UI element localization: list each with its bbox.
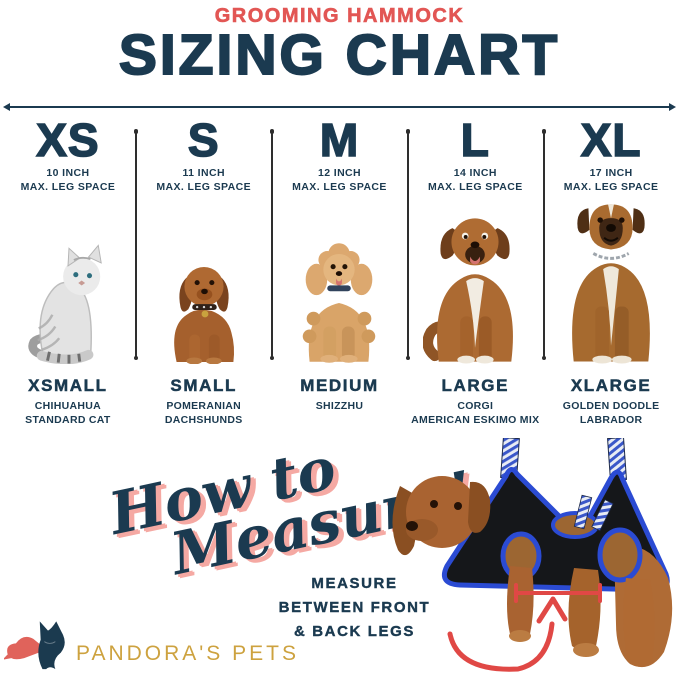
breed: CORGI — [457, 400, 494, 412]
size-column-xl: XL 17 INCH MAX. LEG SPACE — [543, 113, 679, 429]
measure-instruction-line: & BACK LEGS — [294, 623, 415, 640]
breed: DACHSHUNDS — [164, 414, 243, 426]
cat-illustration — [0, 194, 136, 368]
size-code: S — [187, 113, 220, 167]
size-column-s: S 11 INCH MAX. LEG SPACE — [136, 113, 272, 429]
size-name: XLARGE — [570, 376, 652, 396]
measurement-arrow-icon — [447, 596, 568, 672]
size-code: L — [460, 113, 490, 167]
size-code: XS — [35, 113, 100, 167]
logo-text: PANDORA'S PETS — [76, 641, 299, 665]
size-name: XSMALL — [28, 376, 108, 396]
size-name: LARGE — [441, 376, 510, 396]
breed-list: GOLDEN DOODLE LABRADOR — [563, 399, 660, 429]
breed-list: SHIZZHU — [316, 399, 364, 429]
size-column-xs: XS 10 INCH MAX. LEG SPACE — [0, 113, 136, 429]
page-title: SIZING CHART — [118, 22, 561, 88]
breed-list: CHIHUAHUA STANDARD CAT — [25, 399, 110, 429]
measure-instruction-line: BETWEEN FRONT — [278, 599, 431, 616]
size-column-l: L 14 INCH MAX. LEG SPACE — [407, 113, 543, 429]
measure-instruction: MEASURE BETWEEN FRONT & BACK LEGS — [262, 572, 447, 644]
size-code: M — [319, 113, 360, 167]
size-max-label: MAX. LEG SPACE — [156, 181, 252, 193]
measure-instruction-line: MEASURE — [311, 575, 398, 592]
pandoras-pets-logo: PANDORA'S PETS — [4, 614, 299, 671]
boxer-illustration — [543, 194, 679, 368]
column-divider — [133, 129, 138, 360]
breed: SHIZZHU — [315, 400, 364, 412]
size-max-label: MAX. LEG SPACE — [292, 181, 387, 193]
size-inches: 12 INCH — [317, 167, 362, 179]
size-max-label: MAX. LEG SPACE — [20, 181, 116, 193]
size-code: XL — [580, 113, 642, 167]
breed-list: POMERANIAN DACHSHUNDS — [165, 399, 243, 429]
size-inches: 10 INCH — [46, 167, 90, 179]
size-column-m: M 12 INCH MAX. LEG SPACE — [272, 113, 408, 429]
column-divider — [541, 129, 546, 360]
size-inches: 14 INCH — [453, 167, 497, 179]
breed: POMERANIAN — [166, 400, 242, 412]
horizontal-measure-line — [3, 103, 676, 111]
size-inches: 17 INCH — [589, 167, 633, 179]
size-max-label: MAX. LEG SPACE — [563, 181, 659, 193]
poodle-illustration — [272, 194, 408, 368]
mixed-breed-dog-illustration — [407, 194, 543, 368]
breed: STANDARD CAT — [25, 414, 111, 426]
kicker-text: GROOMING HAMMOCK — [214, 5, 465, 28]
breed: GOLDEN DOODLE — [562, 400, 660, 412]
pandoras-pets-logo-icon — [4, 621, 65, 670]
size-name: SMALL — [170, 376, 237, 396]
column-divider — [269, 129, 274, 360]
size-name: MEDIUM — [300, 376, 379, 396]
size-columns: XS 10 INCH MAX. LEG SPACE — [0, 113, 679, 429]
breed: AMERICAN ESKIMO MIX — [411, 414, 540, 426]
column-divider — [405, 129, 410, 360]
size-max-label: MAX. LEG SPACE — [427, 181, 523, 193]
dachshund-illustration — [136, 194, 272, 368]
breed-list: CORGI AMERICAN ESKIMO MIX — [411, 399, 539, 429]
breed: CHIHUAHUA — [34, 400, 102, 412]
measurement-line-icon — [514, 583, 602, 603]
size-inches: 11 INCH — [182, 167, 225, 179]
breed: LABRADOR — [579, 414, 643, 426]
hammock-dog-illustration — [378, 436, 679, 679]
